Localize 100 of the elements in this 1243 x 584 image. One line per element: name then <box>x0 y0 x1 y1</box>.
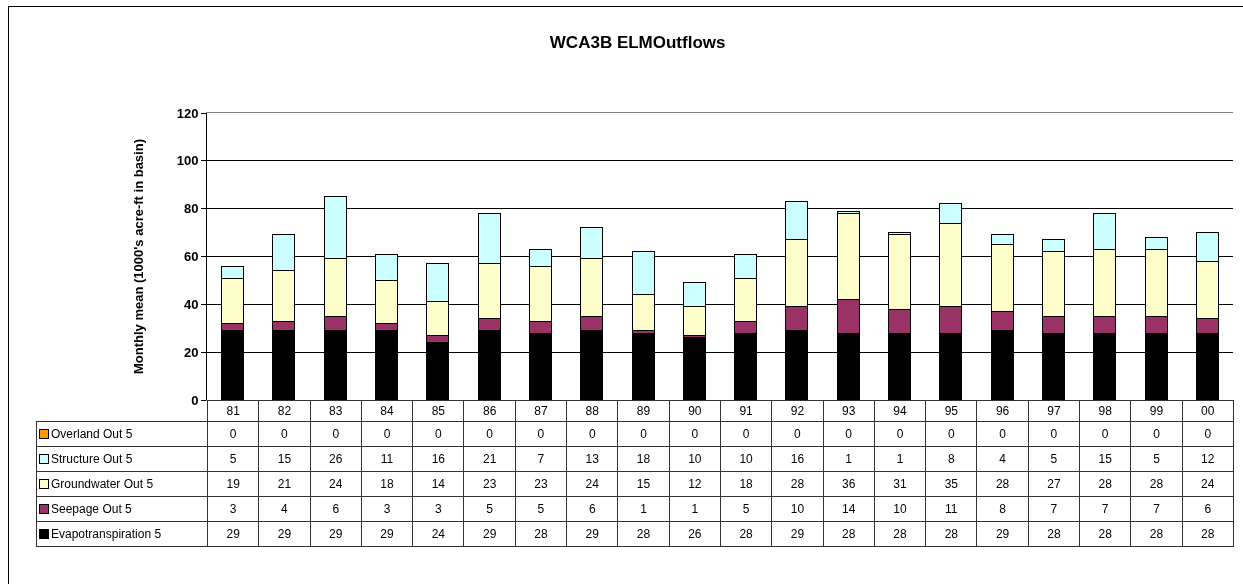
data-label: 3 <box>207 496 259 522</box>
data-label: 3 <box>361 496 413 522</box>
data-label: 6 <box>310 496 362 522</box>
x-tick-label: 81 <box>207 400 259 422</box>
x-tick-label: 90 <box>669 400 721 422</box>
data-label: 7 <box>515 446 567 472</box>
data-label: 35 <box>925 471 977 497</box>
data-label: 31 <box>874 471 926 497</box>
y-tick-label: 0 <box>191 392 199 408</box>
data-label: 16 <box>412 446 464 472</box>
x-tick-label: 84 <box>361 400 413 422</box>
data-label: 28 <box>1130 521 1183 547</box>
data-label: 29 <box>463 521 516 547</box>
data-label: 0 <box>617 421 670 447</box>
data-label: 28 <box>1079 471 1131 497</box>
y-tick-label: 100 <box>176 153 199 169</box>
y-tick-label: 120 <box>176 105 199 121</box>
data-label: 7 <box>1028 496 1080 522</box>
data-label: 11 <box>361 446 413 472</box>
data-label: 14 <box>823 496 875 522</box>
data-label: 0 <box>1079 421 1131 447</box>
data-label: 7 <box>1130 496 1183 522</box>
data-label: 0 <box>1182 421 1234 447</box>
data-label: 4 <box>976 446 1029 472</box>
data-label: 28 <box>1130 471 1183 497</box>
y-tick-label: 20 <box>183 344 199 360</box>
data-label: 18 <box>617 446 670 472</box>
data-label: 0 <box>925 421 977 447</box>
data-label: 0 <box>566 421 618 447</box>
data-label: 29 <box>361 521 413 547</box>
data-label: 15 <box>1079 446 1131 472</box>
data-label: 5 <box>720 496 772 522</box>
y-axis-title: Monthly mean (1000's acre-ft in basin) <box>130 139 146 374</box>
x-tick-label: 83 <box>310 400 362 422</box>
data-label: 26 <box>310 446 362 472</box>
data-label: 0 <box>1130 421 1183 447</box>
data-label: 10 <box>720 446 772 472</box>
data-label: 28 <box>1182 521 1234 547</box>
data-label: 5 <box>1028 446 1080 472</box>
data-label: 28 <box>874 521 926 547</box>
data-label: 16 <box>771 446 824 472</box>
data-label: 18 <box>361 471 413 497</box>
data-label: 24 <box>310 471 362 497</box>
data-label: 1 <box>874 446 926 472</box>
data-label: 8 <box>976 496 1029 522</box>
data-label: 28 <box>515 521 567 547</box>
data-label: 1 <box>669 496 721 522</box>
data-label: 8 <box>925 446 977 472</box>
x-tick-label: 94 <box>874 400 926 422</box>
x-tick-label: 86 <box>463 400 516 422</box>
data-label: 29 <box>976 521 1029 547</box>
data-label: 0 <box>463 421 516 447</box>
x-tick-label: 91 <box>720 400 772 422</box>
data-label: 0 <box>874 421 926 447</box>
data-label: 0 <box>412 421 464 447</box>
y-tick-label: 80 <box>183 201 199 217</box>
x-tick-label: 98 <box>1079 400 1131 422</box>
data-label: 0 <box>207 421 259 447</box>
data-label: 29 <box>258 521 311 547</box>
data-label: 29 <box>310 521 362 547</box>
data-label: 6 <box>1182 496 1234 522</box>
data-label: 15 <box>258 446 311 472</box>
data-label: 0 <box>720 421 772 447</box>
data-label: 0 <box>1028 421 1080 447</box>
data-label: 4 <box>258 496 311 522</box>
data-label: 7 <box>1079 496 1131 522</box>
x-tick-label: 89 <box>617 400 670 422</box>
x-tick-label: 85 <box>412 400 464 422</box>
x-tick-label: 92 <box>771 400 824 422</box>
data-label: 0 <box>310 421 362 447</box>
data-label: 0 <box>823 421 875 447</box>
x-tick-label: 87 <box>515 400 567 422</box>
data-label: 28 <box>771 471 824 497</box>
data-label: 21 <box>463 446 516 472</box>
data-label: 10 <box>669 446 721 472</box>
data-label: 24 <box>566 471 618 497</box>
x-tick-label: 88 <box>566 400 618 422</box>
data-label: 1 <box>823 446 875 472</box>
data-label: 12 <box>669 471 721 497</box>
data-label: 24 <box>412 521 464 547</box>
data-label: 28 <box>1079 521 1131 547</box>
legend-label: Evapotranspiration 5 <box>36 521 208 547</box>
data-label: 0 <box>361 421 413 447</box>
data-label: 28 <box>925 521 977 547</box>
data-label: 5 <box>463 496 516 522</box>
data-label: 10 <box>874 496 926 522</box>
legend-label: Structure Out 5 <box>36 446 208 472</box>
x-tick-label: 96 <box>976 400 1029 422</box>
data-label: 21 <box>258 471 311 497</box>
data-label: 1 <box>617 496 670 522</box>
legend-label: Overland Out 5 <box>36 421 208 447</box>
data-label: 5 <box>515 496 567 522</box>
data-label: 27 <box>1028 471 1080 497</box>
data-label: 3 <box>412 496 464 522</box>
data-label: 29 <box>771 521 824 547</box>
data-label: 29 <box>207 521 259 547</box>
data-label: 0 <box>976 421 1029 447</box>
data-label: 28 <box>720 521 772 547</box>
data-label: 5 <box>207 446 259 472</box>
data-label: 23 <box>515 471 567 497</box>
